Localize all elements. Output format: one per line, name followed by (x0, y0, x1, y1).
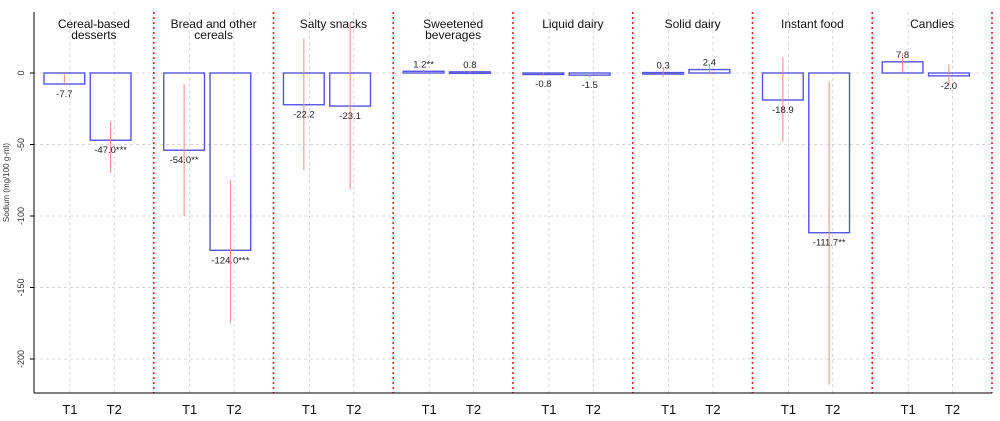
panel-title: Salty snacks (300, 17, 367, 31)
x-tick-label: T2 (825, 402, 840, 417)
x-tick-label: T2 (586, 402, 601, 417)
x-tick-label: T2 (226, 402, 241, 417)
data-label: 1.2** (413, 59, 434, 70)
x-tick-label: T1 (541, 402, 556, 417)
panel-title: Liquid dairy (542, 17, 603, 31)
x-tick-label: T2 (945, 402, 960, 417)
data-label: 7.8 (896, 50, 909, 61)
x-tick-label: T2 (107, 402, 122, 417)
y-tick-label: -100 (16, 207, 26, 225)
data-label: -124.0*** (211, 255, 249, 266)
x-tick-label: T2 (346, 402, 361, 417)
x-tick-label: T1 (62, 402, 77, 417)
data-label: -22.2 (293, 110, 315, 121)
x-tick-label: T1 (182, 402, 197, 417)
panel-title: cereals (194, 28, 233, 42)
x-tick-label: T1 (781, 402, 796, 417)
x-tick-label: T2 (466, 402, 481, 417)
y-tick-label: -150 (16, 278, 26, 296)
panel-title: Solid dairy (665, 17, 721, 31)
panel-title: Cereal-based (58, 17, 130, 31)
data-label: 0.3 (656, 61, 669, 72)
x-tick-label: T1 (901, 402, 916, 417)
x-tick-label: T2 (705, 402, 720, 417)
data-label: -23.1 (339, 111, 361, 122)
data-label: 0.8 (463, 60, 476, 71)
data-label: -54.0** (170, 155, 199, 166)
panel-title: desserts (71, 28, 116, 42)
panel-title: Instant food (781, 17, 844, 31)
x-tick-label: T1 (302, 402, 317, 417)
data-label: -7.7 (56, 89, 72, 100)
y-tick-label: -200 (16, 350, 26, 368)
data-label: -0.8 (535, 79, 551, 90)
panel-title: beverages (425, 28, 481, 42)
panel-title: Bread and other (171, 17, 257, 31)
x-tick-label: T1 (661, 402, 676, 417)
data-label: -1.5 (581, 80, 597, 91)
data-label: -18.9 (772, 105, 794, 116)
data-label: -111.7** (813, 238, 846, 249)
y-axis-title: Sodium (mg/100 g-ml) (2, 143, 11, 222)
x-tick-label: T1 (422, 402, 437, 417)
data-label: -47.0*** (94, 145, 127, 156)
data-label: 2.4 (703, 58, 716, 69)
panel-title: Sweetened (423, 17, 483, 31)
y-tick-label: 0 (16, 70, 26, 75)
y-tick-label: -50 (16, 138, 26, 151)
data-label: -2.0 (941, 81, 957, 92)
panel-title: Candies (910, 17, 954, 31)
